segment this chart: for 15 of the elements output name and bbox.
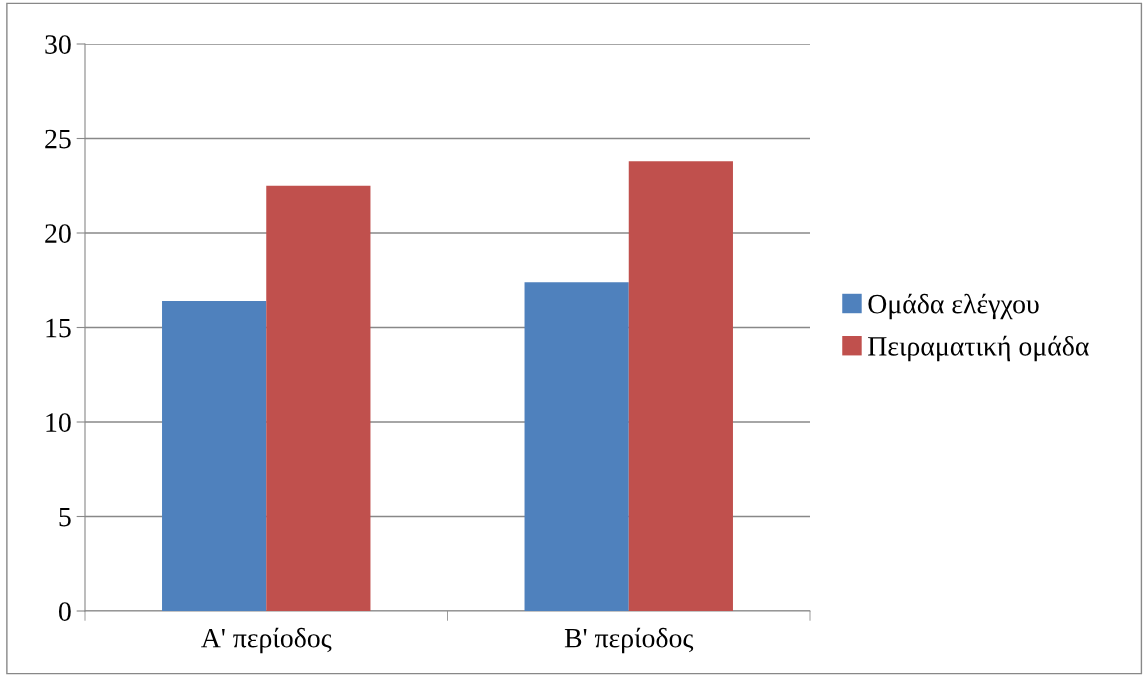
y-tick-label: 0 [58, 602, 71, 621]
y-tick-label: 15 [46, 318, 71, 338]
bar [524, 282, 629, 611]
legend-label: Ομάδα ελέγχου [868, 293, 1039, 320]
bar [628, 161, 733, 611]
bar [266, 185, 371, 611]
x-tick-label: A' περίοδος [201, 627, 332, 654]
bar [162, 301, 267, 611]
y-tick-label: 10 [46, 413, 71, 432]
y-tick-label: 5 [59, 507, 71, 527]
y-tick-label: 30 [45, 35, 71, 54]
y-tick-label: 20 [45, 224, 71, 243]
x-tick-label: B' περίοδος [564, 627, 694, 654]
legend-label: Πειραματική ομάδα [868, 335, 1089, 362]
y-tick-label: 25 [45, 129, 71, 149]
